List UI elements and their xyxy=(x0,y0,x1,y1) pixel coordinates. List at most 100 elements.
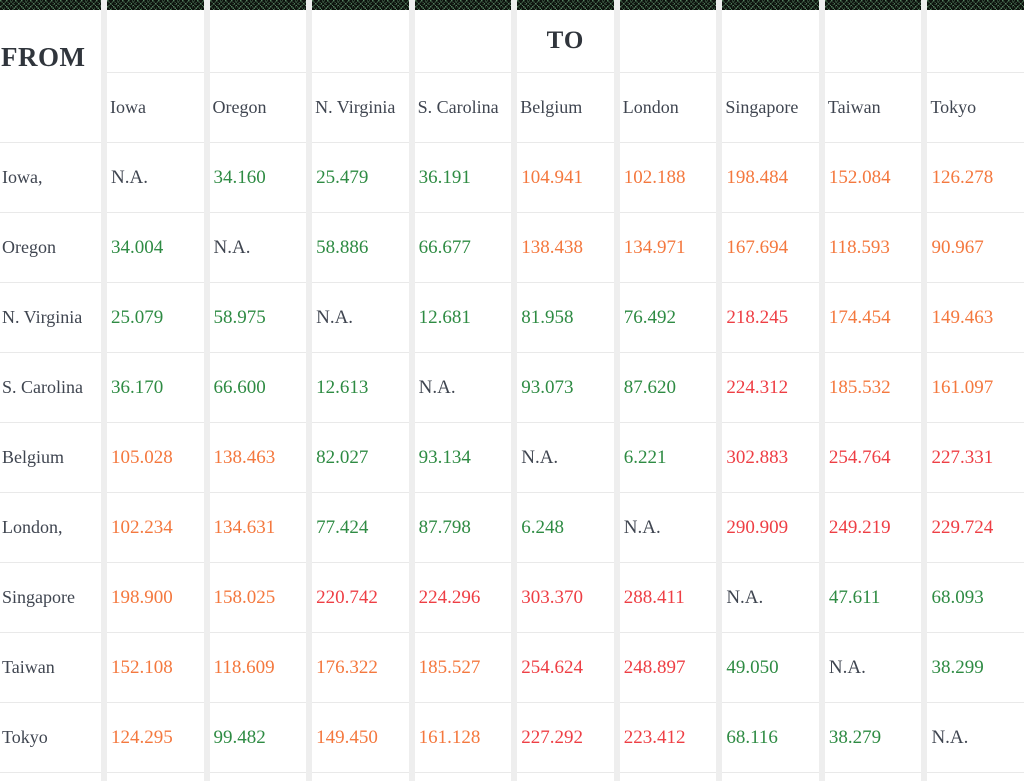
latency-value-cell: 66.677 xyxy=(414,212,512,282)
to-row-spacer-cell xyxy=(107,10,204,72)
latency-value-cell: 185.527 xyxy=(414,632,512,702)
bottom-strip-cell xyxy=(107,772,204,781)
latency-value-cell: 227.292 xyxy=(517,702,614,772)
latency-value-cell: 158.025 xyxy=(209,562,307,632)
column-header: N. Virginia xyxy=(312,72,409,142)
latency-value-cell: 77.424 xyxy=(312,492,409,562)
latency-value-cell: 47.611 xyxy=(824,562,922,632)
bottom-strip-cell xyxy=(517,772,614,781)
latency-value-cell: 105.028 xyxy=(107,422,204,492)
latency-value-cell: 68.116 xyxy=(722,702,819,772)
latency-value-cell: N.A. xyxy=(619,492,717,562)
latency-value-cell: 161.097 xyxy=(927,352,1024,422)
latency-value-cell: 224.312 xyxy=(722,352,819,422)
latency-value-cell: 198.900 xyxy=(107,562,204,632)
latency-value-cell: 198.484 xyxy=(722,142,819,212)
latency-value-cell: 218.245 xyxy=(722,282,819,352)
row-label: N. Virginia xyxy=(0,282,101,352)
latency-value-cell: 68.093 xyxy=(927,562,1024,632)
to-row-spacer-cell xyxy=(824,10,922,72)
bottom-strip-cell xyxy=(312,772,409,781)
column-header: Belgium xyxy=(517,72,614,142)
latency-value-cell: 38.299 xyxy=(927,632,1024,702)
bottom-strip-cell xyxy=(414,772,512,781)
latency-value-cell: 6.248 xyxy=(517,492,614,562)
latency-value-cell: 149.450 xyxy=(312,702,409,772)
latency-value-cell: 93.073 xyxy=(517,352,614,422)
latency-value-cell: N.A. xyxy=(107,142,204,212)
latency-value-cell: 93.134 xyxy=(414,422,512,492)
latency-value-cell: 134.631 xyxy=(209,492,307,562)
latency-value-cell: N.A. xyxy=(312,282,409,352)
row-label: Oregon xyxy=(0,212,101,282)
column-header: Singapore xyxy=(722,72,819,142)
top-noise-band xyxy=(107,0,204,10)
bottom-strip-cell xyxy=(824,772,922,781)
latency-value-cell: 87.620 xyxy=(619,352,717,422)
to-row-spacer-cell xyxy=(209,10,307,72)
latency-value-cell: 12.613 xyxy=(312,352,409,422)
latency-value-cell: 87.798 xyxy=(414,492,512,562)
top-noise-band xyxy=(209,0,307,10)
latency-value-cell: 34.004 xyxy=(107,212,204,282)
to-row-spacer-cell xyxy=(312,10,409,72)
top-noise-band xyxy=(927,0,1024,10)
latency-value-cell: 76.492 xyxy=(619,282,717,352)
latency-value-cell: 138.438 xyxy=(517,212,614,282)
row-label: Iowa, xyxy=(0,142,101,212)
latency-value-cell: 124.295 xyxy=(107,702,204,772)
to-header: TO xyxy=(517,10,614,72)
latency-value-cell: 185.532 xyxy=(824,352,922,422)
column-header: Iowa xyxy=(107,72,204,142)
latency-value-cell: 152.108 xyxy=(107,632,204,702)
latency-value-cell: 36.170 xyxy=(107,352,204,422)
latency-value-cell: N.A. xyxy=(722,562,819,632)
latency-value-cell: 36.191 xyxy=(414,142,512,212)
row-label: Taiwan xyxy=(0,632,101,702)
latency-value-cell: 104.941 xyxy=(517,142,614,212)
row-label: London, xyxy=(0,492,101,562)
bottom-strip-cell xyxy=(722,772,819,781)
latency-value-cell: 254.764 xyxy=(824,422,922,492)
latency-value-cell: 249.219 xyxy=(824,492,922,562)
row-label: Singapore xyxy=(0,562,101,632)
latency-value-cell: 224.296 xyxy=(414,562,512,632)
latency-value-cell: 118.593 xyxy=(824,212,922,282)
latency-value-cell: 152.084 xyxy=(824,142,922,212)
to-row-spacer-cell xyxy=(619,10,717,72)
latency-value-cell: 12.681 xyxy=(414,282,512,352)
latency-value-cell: 90.967 xyxy=(927,212,1024,282)
latency-value-cell: 149.463 xyxy=(927,282,1024,352)
latency-value-cell: N.A. xyxy=(414,352,512,422)
latency-value-cell: 99.482 xyxy=(209,702,307,772)
latency-value-cell: 229.724 xyxy=(927,492,1024,562)
bottom-strip-cell xyxy=(0,772,101,781)
latency-value-cell: 138.463 xyxy=(209,422,307,492)
latency-value-cell: 161.128 xyxy=(414,702,512,772)
row-label: S. Carolina xyxy=(0,352,101,422)
latency-value-cell: 102.188 xyxy=(619,142,717,212)
bottom-strip-cell xyxy=(619,772,717,781)
latency-value-cell: 254.624 xyxy=(517,632,614,702)
row-label: Tokyo xyxy=(0,702,101,772)
latency-value-cell: 6.221 xyxy=(619,422,717,492)
latency-value-cell: 126.278 xyxy=(927,142,1024,212)
to-row-spacer-cell xyxy=(927,10,1024,72)
latency-value-cell: N.A. xyxy=(209,212,307,282)
latency-value-cell: 49.050 xyxy=(722,632,819,702)
latency-value-cell: 25.479 xyxy=(312,142,409,212)
latency-value-cell: 223.412 xyxy=(619,702,717,772)
latency-value-cell: 174.454 xyxy=(824,282,922,352)
latency-value-cell: 176.322 xyxy=(312,632,409,702)
bottom-strip-cell xyxy=(927,772,1024,781)
latency-value-cell: 58.975 xyxy=(209,282,307,352)
latency-value-cell: 34.160 xyxy=(209,142,307,212)
latency-value-cell: 66.600 xyxy=(209,352,307,422)
latency-value-cell: N.A. xyxy=(517,422,614,492)
latency-value-cell: 303.370 xyxy=(517,562,614,632)
column-header: Oregon xyxy=(209,72,307,142)
latency-value-cell: 38.279 xyxy=(824,702,922,772)
bottom-strip-cell xyxy=(209,772,307,781)
latency-value-cell: 227.331 xyxy=(927,422,1024,492)
